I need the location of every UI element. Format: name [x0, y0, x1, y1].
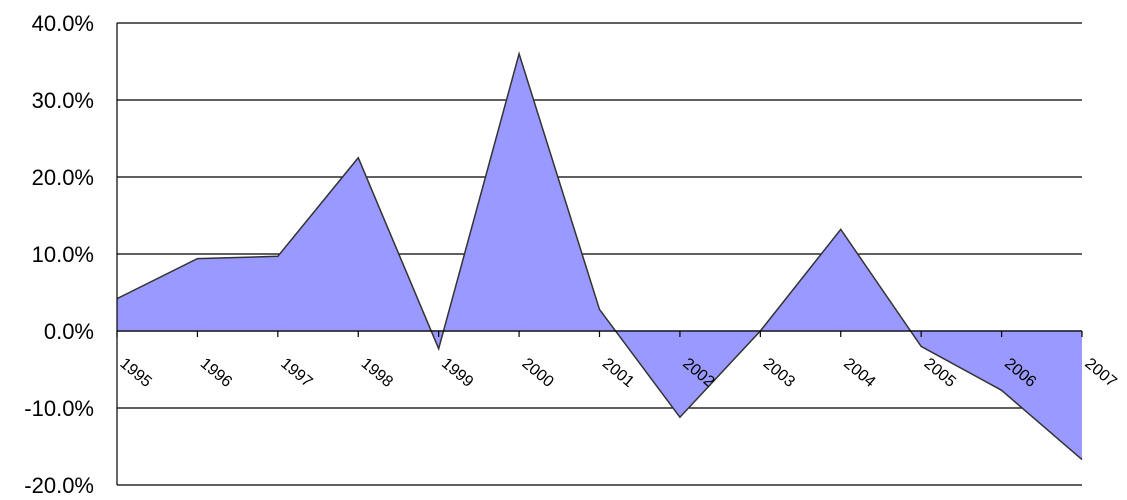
y-tick-label: 40.0%	[32, 11, 94, 36]
y-tick-label: 10.0%	[32, 242, 94, 267]
x-tick-label: 1998	[358, 355, 396, 391]
x-tick-label: 2000	[519, 355, 557, 391]
y-tick-label: 30.0%	[32, 88, 94, 113]
x-tick-label: 1999	[438, 355, 476, 391]
area-fill	[117, 53, 1082, 460]
x-tick-label: 2001	[599, 355, 637, 391]
data-area	[116, 51, 1083, 461]
x-tick-label: 1996	[197, 355, 235, 391]
x-tick-label: 2007	[1081, 355, 1119, 391]
x-tick-label: 1997	[277, 355, 315, 391]
x-tick-label: 1995	[116, 355, 154, 391]
x-tick-label: 2003	[760, 355, 798, 391]
area-series-line	[116, 51, 1083, 461]
y-tick-label: 20.0%	[32, 165, 94, 190]
x-tick-label: 2004	[840, 355, 878, 391]
gridlines	[117, 22, 1082, 486]
y-axis-tick-labels: 40.0% 30.0% 20.0% 10.0% 0.0% -10.0% -20.0%	[24, 11, 94, 498]
axes	[116, 23, 1083, 485]
y-tick-label: -20.0%	[24, 473, 94, 498]
y-tick-label: -10.0%	[24, 396, 94, 421]
y-tick-label: 0.0%	[44, 319, 94, 344]
